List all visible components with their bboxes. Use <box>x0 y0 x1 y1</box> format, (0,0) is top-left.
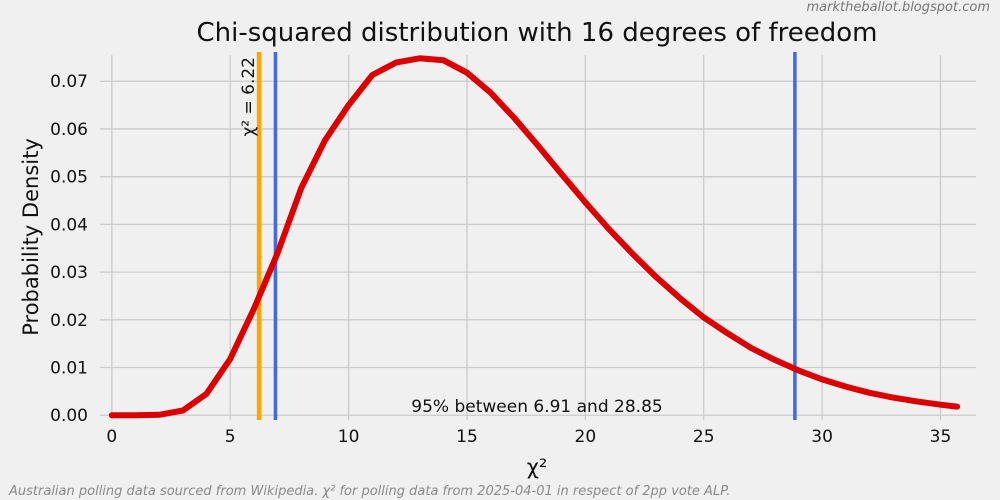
x-tick-labels: 0 5 10 15 20 25 30 35 <box>106 427 951 447</box>
y-tick-label: 0.06 <box>50 120 88 140</box>
y-tick-label: 0.01 <box>50 359 88 379</box>
y-tick-label: 0.00 <box>50 406 88 426</box>
observed-line-label: χ² = 6.22 <box>239 57 259 137</box>
x-axis-label: χ² <box>527 455 548 479</box>
y-axis-label: Probability Density <box>19 138 43 336</box>
density-curve <box>108 55 961 419</box>
y-tick-label: 0.04 <box>50 215 88 235</box>
x-tick-label: 35 <box>930 427 952 447</box>
y-tick-label: 0.03 <box>50 263 88 283</box>
chart-title: Chi-squared distribution with 16 degrees… <box>196 18 877 48</box>
vertical-lines <box>256 52 797 420</box>
x-tick-label: 10 <box>338 427 360 447</box>
x-tick-label: 15 <box>456 427 478 447</box>
interval-annotation: 95% between 6.91 and 28.85 <box>411 397 662 417</box>
y-tick-label: 0.02 <box>50 311 88 331</box>
watermark: marktheballot.blogspot.com <box>806 0 990 15</box>
y-tick-label: 0.07 <box>50 72 88 92</box>
x-tick-label: 25 <box>693 427 715 447</box>
x-tick-label: 20 <box>575 427 597 447</box>
y-tick-label: 0.05 <box>50 168 88 188</box>
x-tick-label: 0 <box>106 427 117 447</box>
footer-note: Australian polling data sourced from Wik… <box>8 484 730 499</box>
x-tick-label: 5 <box>225 427 236 447</box>
x-tick-label: 30 <box>811 427 833 447</box>
y-tick-labels: 0.00 0.01 0.02 0.03 0.04 0.05 0.06 0.07 <box>50 72 88 426</box>
grid <box>100 55 976 420</box>
